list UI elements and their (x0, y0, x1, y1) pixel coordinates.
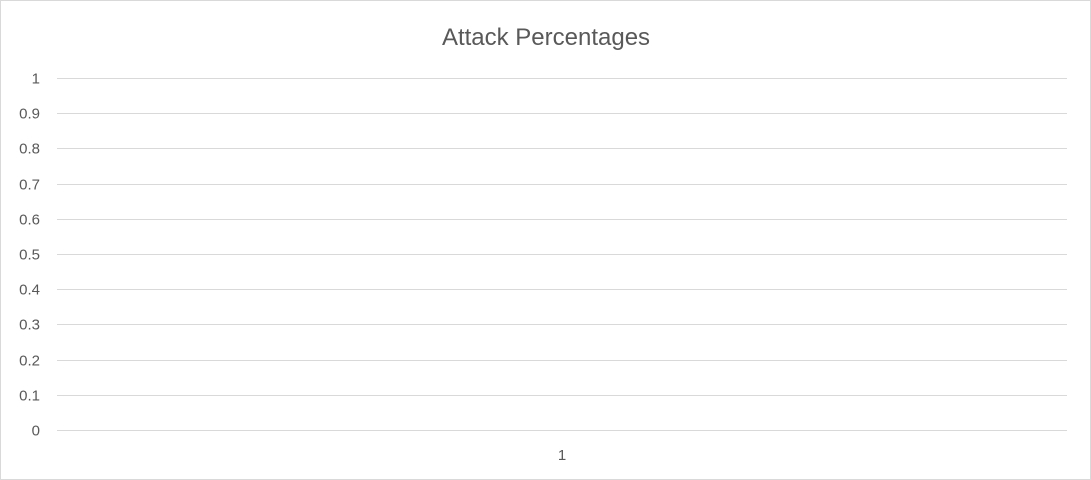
gridlines (57, 78, 1067, 431)
y-tick-label: 0.3 (19, 317, 40, 334)
x-axis-ticks: 1 (558, 447, 566, 464)
y-tick-label: 0 (32, 423, 40, 440)
x-tick-label: 1 (558, 447, 566, 464)
y-axis-ticks: 0 0.1 0.2 0.3 0.4 0.5 0.6 0.7 0.8 0.9 1 (19, 71, 40, 440)
y-tick-label: 0.6 (19, 212, 40, 229)
y-tick-label: 1 (32, 71, 40, 88)
y-tick-label: 0.8 (19, 141, 40, 158)
y-tick-label: 0.1 (19, 388, 40, 405)
y-tick-label: 0.7 (19, 177, 40, 194)
chart-title: Attack Percentages (442, 24, 650, 51)
y-tick-label: 0.9 (19, 106, 40, 123)
y-tick-label: 0.4 (19, 282, 40, 299)
y-tick-label: 0.2 (19, 353, 40, 370)
y-tick-label: 0.5 (19, 247, 40, 264)
